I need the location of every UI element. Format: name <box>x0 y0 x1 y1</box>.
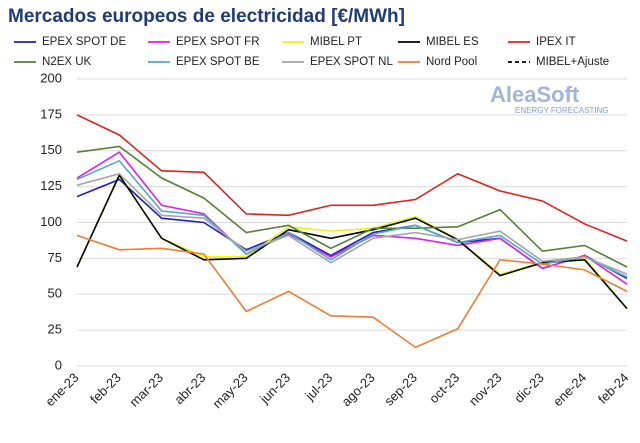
series-line <box>76 159 628 278</box>
x-tick-label: ene-24 <box>550 370 589 409</box>
legend-label: Nord Pool <box>426 56 477 68</box>
x-tick-label: feb-24 <box>595 370 632 407</box>
x-tick-label: sep-23 <box>381 370 420 409</box>
series-line <box>76 172 628 275</box>
logo: AleaSoft <box>490 82 580 107</box>
legend-label: EPEX SPOT DE <box>42 36 126 48</box>
legend-label: MIBEL PT <box>310 36 362 48</box>
y-tick-label: 50 <box>48 286 62 301</box>
legend-label: EPEX SPOT FR <box>176 36 260 48</box>
y-tick-label: 200 <box>40 70 62 85</box>
y-tick-label: 0 <box>55 357 62 372</box>
legend-label: MIBEL+Ajuste <box>536 56 609 68</box>
x-tick-label: mar-23 <box>126 370 166 410</box>
y-tick-label: 75 <box>48 250 62 265</box>
x-tick-label: ago-23 <box>338 370 377 409</box>
x-tick-label: nov-23 <box>466 370 505 409</box>
x-tick-label: ene-23 <box>42 370 81 409</box>
y-tick-label: 125 <box>40 178 62 193</box>
series-line <box>76 234 628 349</box>
x-tick-label: feb-23 <box>87 370 124 407</box>
legend-label: IPEX IT <box>536 36 576 48</box>
logo-tagline: ENERGY FORECASTING <box>515 106 609 115</box>
series-line <box>76 173 628 310</box>
legend-label: EPEX SPOT BE <box>176 56 260 68</box>
series-line <box>76 145 628 268</box>
y-tick-label: 25 <box>48 322 62 337</box>
y-tick-label: 100 <box>40 214 62 229</box>
legend-label: EPEX SPOT NL <box>310 56 393 68</box>
x-tick-label: jul-23 <box>302 370 336 404</box>
y-tick-label: 175 <box>40 106 62 121</box>
chart-title: Mercados europeos de electricidad [€/MWh… <box>8 6 405 27</box>
x-tick-label: jun-23 <box>256 370 293 407</box>
x-tick-label: dic-23 <box>511 370 547 406</box>
series-line <box>76 173 628 310</box>
x-tick-label: may-23 <box>210 370 251 411</box>
x-tick-label: abr-23 <box>171 370 208 407</box>
legend-label: N2EX UK <box>42 56 92 68</box>
series-line <box>76 114 628 242</box>
y-tick-label: 150 <box>40 142 62 157</box>
legend-label: MIBEL ES <box>426 36 479 48</box>
x-tick-label: oct-23 <box>426 370 462 406</box>
